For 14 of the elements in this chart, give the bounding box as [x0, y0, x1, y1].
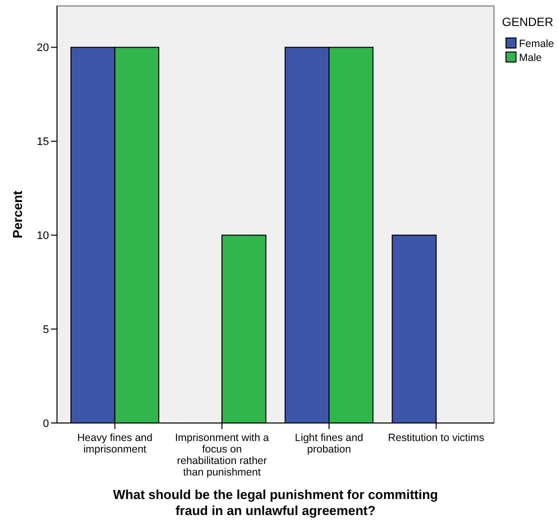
y-tick-label: 0 — [42, 418, 49, 430]
x-tick-label: Imprisonment with a focus on rehabilitation rather than punishment — [174, 432, 270, 478]
y-tick-label: 15 — [36, 136, 49, 148]
y-tick-label: 20 — [36, 42, 49, 54]
legend-label: Female — [519, 38, 554, 50]
y-tick-label: 5 — [42, 324, 49, 336]
x-tick-label: Restitution to victims — [388, 432, 484, 444]
y-tick-label: 10 — [36, 230, 49, 242]
x-tick-label: Heavy fines and imprisonment — [77, 432, 153, 456]
legend-title: GENDER — [502, 15, 554, 29]
x-axis-title: What should be the legal punishment for committing fraud in an unlawful agreement? — [113, 487, 438, 518]
legend-label: Male — [519, 52, 542, 64]
x-tick-label: Light fines and probation — [294, 432, 364, 456]
y-axis-title: Percent — [10, 190, 25, 238]
